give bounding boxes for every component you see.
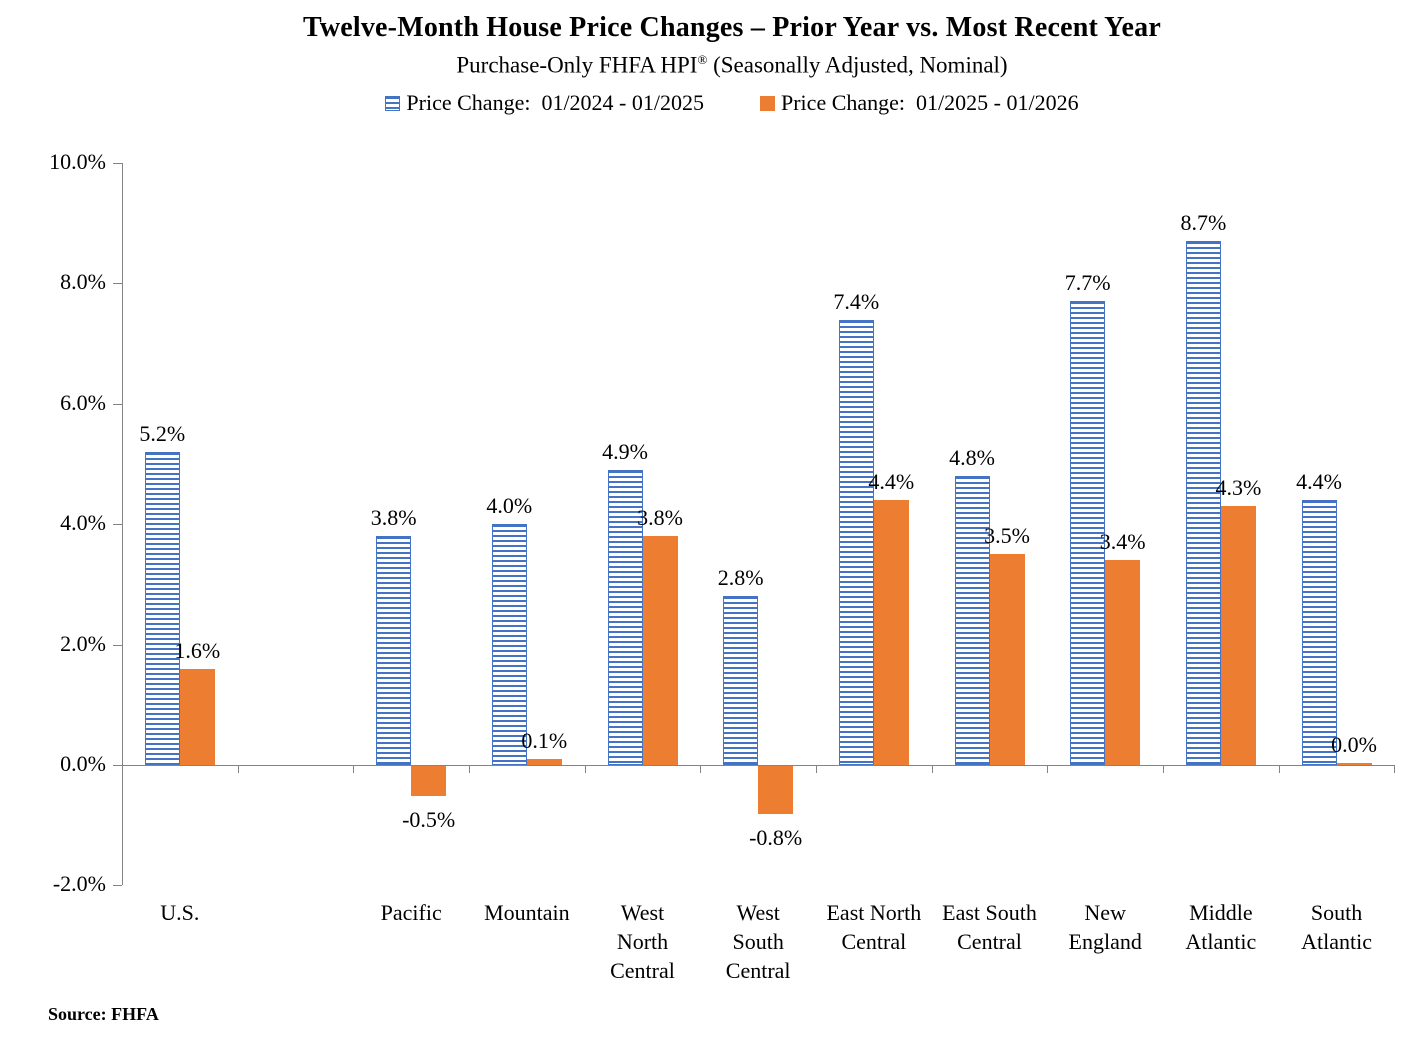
category-label: East South Central (942, 900, 1037, 954)
bar-value-label: -0.8% (749, 825, 803, 851)
bar-recent (179, 668, 215, 765)
x-axis-tick (1394, 765, 1396, 773)
y-tick-label: 10.0% (49, 149, 106, 174)
bar-value-label: 4.9% (602, 439, 648, 465)
y-axis-tick (113, 283, 122, 285)
category-label: Mountain (484, 900, 570, 925)
bar-value-label: 4.8% (949, 445, 995, 471)
x-axis-tick (1163, 765, 1165, 773)
bar-recent (1220, 506, 1256, 765)
bar-value-label: 4.0% (486, 493, 533, 519)
y-tick-label: 8.0% (60, 269, 106, 295)
category-label: Pacific (380, 900, 442, 925)
chart-subtitle: Purchase-Only FHFA HPI® (Seasonally Adju… (22, 52, 1420, 79)
bar-value-label: 3.8% (370, 505, 417, 531)
y-tick-label: 6.0% (60, 389, 106, 415)
bar-value-label: 1.6% (174, 637, 221, 663)
legend-item-recent: Price Change: 01/2025 - 01/2026 (760, 90, 1079, 116)
bar-recent (642, 536, 678, 765)
bar-value-label: 5.2% (139, 420, 186, 446)
bar-prior (1301, 500, 1337, 765)
bar-value-label: 7.7% (1064, 270, 1111, 296)
bar-value-label: 3.8% (637, 505, 683, 531)
bar-recent (526, 758, 562, 765)
x-axis-tick (353, 765, 355, 773)
bar-value-label: 8.7% (1180, 210, 1227, 236)
legend: Price Change: 01/2024 - 01/2025 Price Ch… (22, 90, 1420, 116)
y-axis-tick (113, 524, 122, 526)
bar-prior (607, 470, 643, 765)
x-axis-tick (122, 765, 123, 773)
bar-recent (989, 554, 1025, 765)
legend-label-prior: Price Change: 01/2024 - 01/2025 (406, 90, 704, 115)
y-tick-label: 2.0% (60, 630, 106, 656)
legend-swatch-solid-icon (760, 95, 775, 111)
legend-label-recent: Price Change: 01/2025 - 01/2026 (781, 90, 1079, 115)
category-label: East North Central (826, 900, 922, 954)
x-axis-tick (237, 765, 239, 773)
x-axis-tick (1278, 765, 1280, 773)
registered-trademark-icon: ® (697, 52, 708, 67)
legend-swatch-striped-icon (385, 95, 401, 111)
bar-value-label: 4.4% (1296, 469, 1342, 495)
chart-subtitle-text: Purchase-Only FHFA HPI (456, 52, 698, 78)
bar-value-label: 3.5% (984, 523, 1030, 549)
bar-prior (838, 319, 874, 765)
x-axis-tick (700, 765, 702, 773)
bar-value-label: 0.0% (1331, 731, 1377, 757)
y-axis-tick (113, 885, 122, 887)
x-axis-tick (1047, 765, 1049, 773)
y-tick-label: -2.0% (52, 871, 106, 897)
chart-title: Twelve-Month House Price Changes – Prior… (303, 12, 1161, 43)
bar-recent (1336, 762, 1372, 765)
bar-value-label: 7.4% (833, 288, 880, 314)
bar-prior (954, 476, 990, 765)
bar-value-label: 2.8% (717, 565, 764, 591)
bar-recent (873, 500, 909, 765)
bar-prior (491, 524, 527, 765)
y-tick-label: 4.0% (60, 510, 106, 536)
bar-prior (1185, 241, 1221, 765)
category-label: West North Central (610, 900, 675, 983)
bar-prior (1070, 301, 1106, 765)
x-axis-tick (469, 765, 470, 773)
source-note: Source: FHFA (48, 1004, 159, 1024)
bar-recent (411, 766, 447, 797)
chart-subtitle-text-2: (Seasonally Adjusted, Nominal) (707, 52, 1008, 78)
bar-value-label: 4.3% (1215, 475, 1262, 501)
bar-recent (1105, 560, 1141, 765)
y-axis-tick (113, 163, 122, 164)
category-label: South Atlantic (1301, 900, 1372, 954)
x-axis-tick (931, 765, 933, 773)
bar-value-label: 4.4% (868, 469, 915, 495)
y-axis-tick (113, 403, 122, 405)
bar-prior (144, 451, 180, 765)
x-axis-tick (816, 765, 818, 773)
category-label: West South Central (725, 900, 791, 983)
category-label: Middle Atlantic (1185, 900, 1257, 954)
x-axis-tick (584, 765, 586, 773)
y-tick-label: 0.0% (60, 751, 106, 776)
x-axis-line (122, 765, 1395, 766)
bar-value-label: 0.1% (521, 727, 568, 753)
bar-value-label: 3.4% (1099, 529, 1146, 555)
y-axis-tick (113, 765, 122, 766)
bar-value-label: -0.5% (402, 807, 456, 833)
bar-prior (723, 596, 759, 765)
bar-recent (758, 766, 794, 815)
y-axis-line (122, 163, 123, 885)
legend-item-prior: Price Change: 01/2024 - 01/2025 (385, 90, 704, 116)
category-label: New England (1068, 900, 1142, 954)
bar-prior (376, 536, 412, 765)
y-axis-tick (113, 644, 122, 646)
category-label: U.S. (160, 900, 200, 925)
